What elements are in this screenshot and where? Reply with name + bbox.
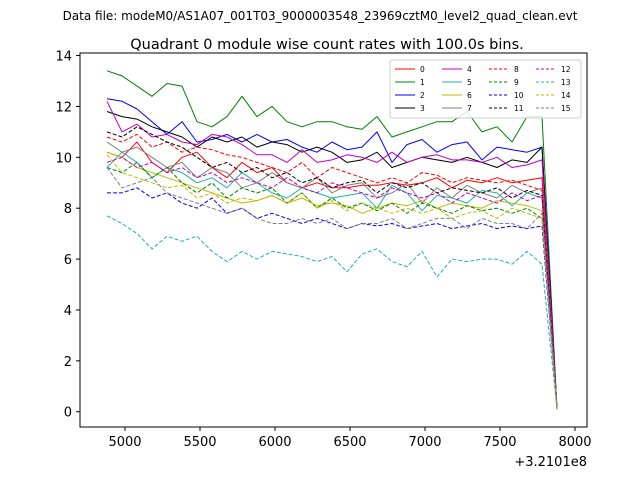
legend-label-9: 9	[514, 78, 519, 87]
legend-label-0: 0	[420, 65, 425, 74]
series-line-5	[106, 151, 558, 410]
y-tick-label: 0	[64, 406, 72, 421]
x-offset-label: +3.2101e8	[514, 455, 587, 470]
legend-label-7: 7	[467, 104, 472, 113]
y-tick-label: 4	[64, 304, 72, 319]
series-line-13	[106, 215, 558, 410]
x-tick-label: 6500	[333, 435, 366, 450]
series-line-12	[106, 156, 558, 410]
series-line-8	[106, 133, 558, 410]
legend-label-3: 3	[420, 104, 425, 113]
legend-label-1: 1	[420, 78, 425, 87]
y-tick-label: 2	[64, 355, 72, 370]
x-tick-label: 7500	[483, 435, 516, 450]
x-tick-label: 5500	[183, 435, 216, 450]
legend-label-8: 8	[514, 65, 519, 74]
series-line-4	[106, 101, 558, 410]
series-line-3	[106, 111, 558, 410]
series-line-14	[106, 154, 558, 410]
legend-label-11: 11	[514, 104, 524, 113]
x-tick-label: 6000	[258, 435, 291, 450]
series-line-2	[106, 98, 558, 410]
series-layer	[106, 70, 558, 410]
series-line-0	[106, 141, 558, 410]
y-tick-label: 14	[55, 50, 72, 65]
y-tick-label: 6	[64, 253, 72, 268]
x-tick-label: 7000	[408, 435, 441, 450]
chart-suptitle: Data file: modeM0/AS1A07_001T03_90000035…	[63, 9, 578, 23]
y-tick-label: 8	[64, 202, 72, 217]
plot-frame	[79, 52, 588, 428]
legend-label-13: 13	[561, 78, 571, 87]
x-tick-label: 5000	[108, 435, 141, 450]
legend-box	[389, 59, 582, 119]
legend-label-4: 4	[467, 65, 472, 74]
x-tick-label: 8000	[558, 435, 591, 450]
series-line-6	[106, 151, 558, 410]
series-line-1	[106, 70, 558, 410]
legend-label-14: 14	[561, 91, 571, 100]
series-line-7	[106, 141, 558, 410]
legend-label-15: 15	[561, 104, 571, 113]
y-tick-label: 12	[55, 100, 72, 115]
series-line-9	[106, 161, 558, 410]
legend-label-12: 12	[561, 65, 571, 74]
series-line-11	[106, 126, 558, 410]
chart-title: Quadrant 0 module wise count rates with …	[130, 37, 524, 53]
legend-label-5: 5	[467, 78, 472, 87]
legend-label-6: 6	[467, 91, 472, 100]
legend-label-2: 2	[420, 91, 425, 100]
legend-label-10: 10	[514, 91, 524, 100]
y-tick-label: 10	[55, 151, 72, 166]
series-line-15	[106, 167, 558, 410]
